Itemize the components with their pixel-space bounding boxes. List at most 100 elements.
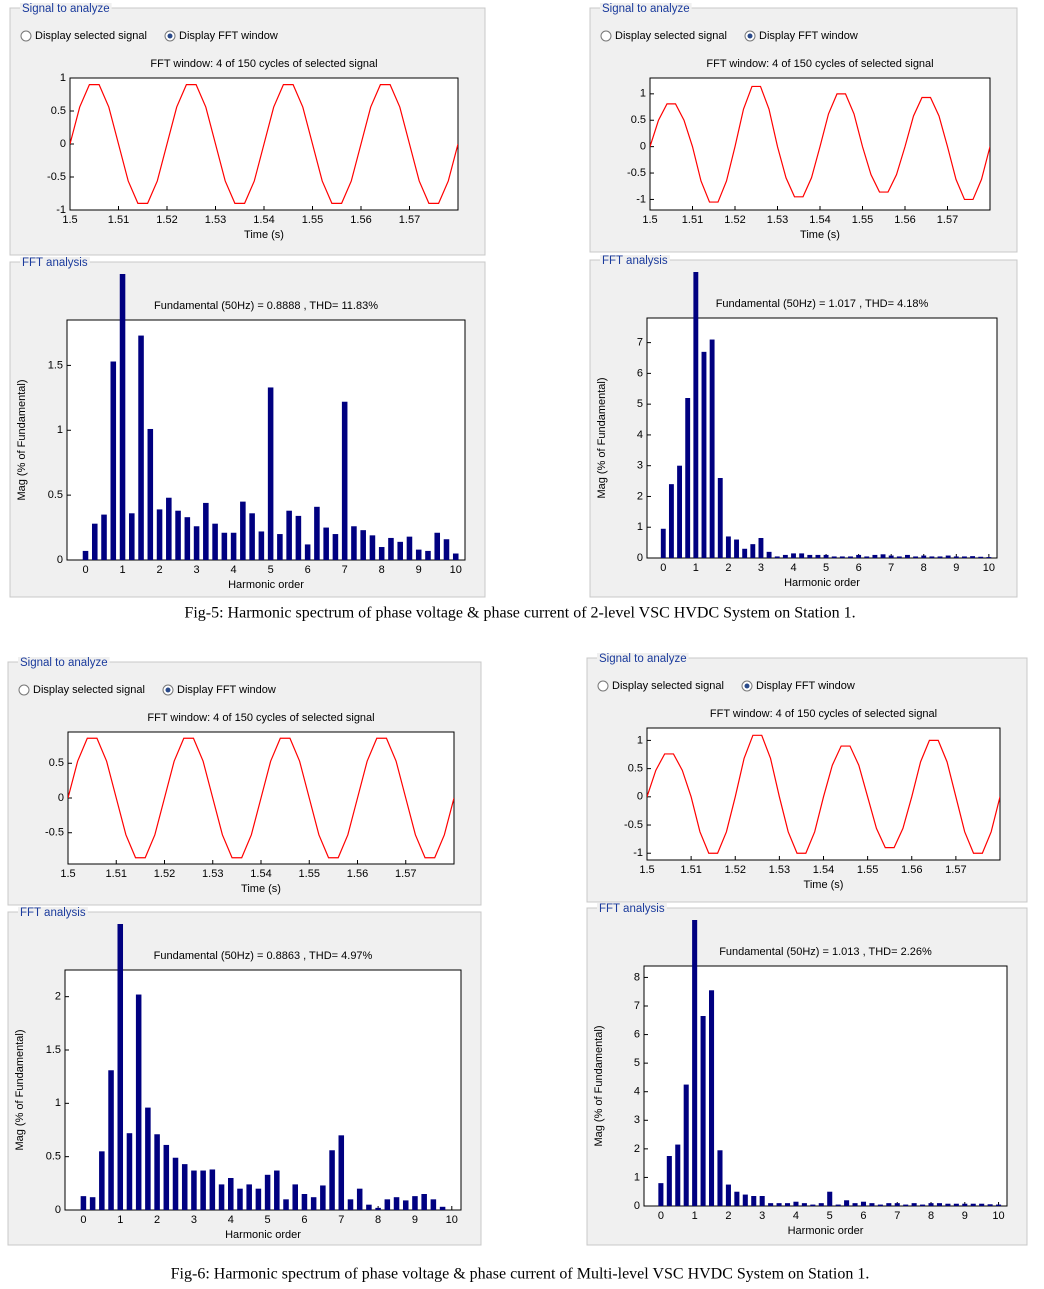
bar — [945, 1203, 951, 1206]
y-tick-label: 1 — [637, 734, 643, 746]
radio-button — [597, 680, 609, 692]
x-tick-label: 9 — [416, 564, 422, 576]
bar — [356, 1188, 363, 1210]
bar — [154, 1134, 160, 1210]
bar — [283, 1199, 289, 1210]
radio-dot — [747, 33, 753, 39]
bar — [782, 554, 788, 558]
y-tick-label: 0 — [60, 138, 66, 150]
bar — [230, 532, 237, 560]
bar — [439, 1206, 446, 1210]
bar — [119, 274, 126, 560]
x-tick-label: 1.5 — [62, 214, 77, 226]
bar — [406, 536, 413, 560]
x-tick-label: 1.57 — [395, 868, 416, 880]
marks — [660, 272, 992, 558]
radio-dot — [167, 33, 173, 39]
bar — [962, 1203, 968, 1206]
bar — [378, 547, 385, 560]
bar — [452, 553, 459, 560]
bar — [258, 531, 265, 560]
y-tick-label: 4 — [637, 429, 643, 441]
bar — [979, 1203, 985, 1206]
x-tick-label: 1.54 — [813, 864, 834, 876]
bar — [660, 528, 666, 558]
x-tick-label: 1 — [693, 562, 699, 574]
x-tick-label: 5 — [268, 564, 274, 576]
bar — [434, 532, 441, 560]
bar — [184, 517, 191, 560]
bar — [996, 1204, 1002, 1206]
chart-title: Fundamental (50Hz) = 0.8888 , THD= 11.83… — [154, 300, 378, 312]
bar — [145, 1107, 151, 1210]
bar — [351, 526, 357, 560]
bar — [310, 1197, 317, 1210]
bar — [774, 556, 780, 558]
bar — [304, 544, 311, 560]
x-tick-label: 8 — [375, 1214, 381, 1226]
plot-area — [64, 969, 462, 1211]
bar — [815, 554, 821, 558]
x-tick-label: 10 — [446, 1214, 458, 1226]
y-tick-label: 1 — [60, 72, 66, 84]
x-tick-label: 8 — [921, 562, 927, 574]
x-tick-label: 1.56 — [901, 864, 922, 876]
x-tick-label: 4 — [790, 562, 796, 574]
bar — [823, 554, 829, 558]
group-label-bg — [18, 657, 110, 670]
y-tick-label: 1 — [55, 1097, 61, 1109]
chart-title: FFT window: 4 of 150 cycles of selected … — [147, 712, 374, 724]
bar — [717, 478, 723, 558]
y-tick-label: 1 — [57, 424, 63, 436]
bar — [911, 1203, 917, 1206]
bar — [905, 554, 910, 558]
bar — [430, 1199, 437, 1210]
x-tick-label: 7 — [888, 562, 894, 574]
radio-label: Display selected signal — [615, 30, 727, 42]
bar — [228, 1178, 234, 1210]
y-tick-label: -1 — [633, 847, 643, 859]
bar — [978, 556, 984, 558]
bar — [369, 535, 376, 560]
y-tick-label: 3 — [634, 1114, 640, 1126]
y-tick-label: -1 — [636, 193, 646, 205]
bar — [700, 1016, 706, 1206]
x-tick-label: 9 — [953, 562, 959, 574]
bar — [751, 1196, 757, 1206]
x-tick-label: 1.57 — [945, 864, 966, 876]
bar — [295, 515, 302, 560]
y-tick-label: 0.5 — [51, 105, 66, 117]
bar — [953, 1203, 959, 1206]
bar — [138, 335, 144, 560]
figure-caption: Fig-5: Harmonic spectrum of phase voltag… — [184, 605, 855, 622]
y-tick-label: 1.5 — [48, 359, 63, 371]
bar — [921, 555, 927, 558]
bar — [848, 556, 853, 558]
radio-label: Display FFT window — [179, 30, 278, 42]
bar — [880, 554, 886, 558]
bar — [818, 1203, 824, 1206]
bar — [734, 1191, 740, 1206]
bar — [709, 339, 715, 558]
radio-label: Display selected signal — [33, 684, 145, 696]
x-tick-label: 6 — [856, 562, 862, 574]
chart-title: FFT window: 4 of 150 cycles of selected … — [706, 58, 933, 70]
x-tick-label: 5 — [827, 1210, 833, 1222]
y-tick-label: 0.5 — [631, 114, 646, 126]
bar — [163, 1144, 170, 1210]
bar — [191, 1170, 197, 1210]
group-label-bg — [597, 653, 689, 666]
bar — [864, 556, 870, 558]
bar — [913, 556, 919, 558]
bar — [936, 1203, 942, 1206]
x-tick-label: 1.5 — [639, 864, 654, 876]
bar — [117, 924, 124, 1210]
bar — [953, 556, 959, 558]
y-axis-label: Mag (% of Fundamental) — [16, 379, 28, 500]
y-tick-label: 0.5 — [46, 1151, 61, 1163]
bar — [89, 1197, 96, 1210]
signal-line — [650, 85, 990, 203]
y-tick-label: 6 — [637, 367, 643, 379]
x-tick-label: 5 — [265, 1214, 271, 1226]
bar — [742, 548, 748, 558]
